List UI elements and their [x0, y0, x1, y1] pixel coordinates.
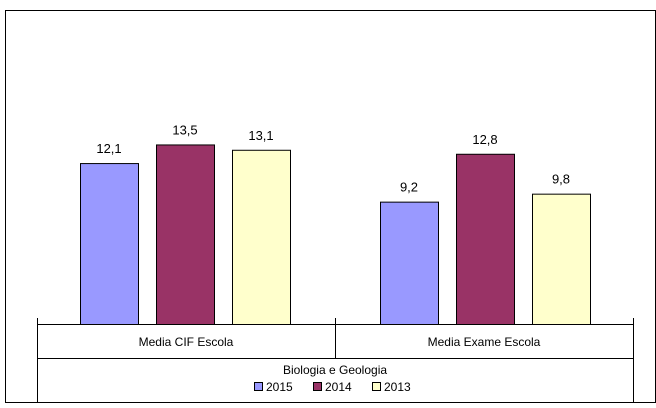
value-label-exame-2015: 9,2: [400, 180, 418, 195]
value-labels-layer: 12,1 9,2 13,5 12,8 13,1 9,8: [96, 122, 570, 194]
value-label-cif-2015: 12,1: [96, 141, 121, 156]
legend-swatch-2014: [313, 382, 322, 391]
legend-swatch-2013: [372, 382, 381, 391]
bar-exame-2014: [456, 153, 515, 325]
legend-swatch-2015: [254, 382, 263, 391]
value-label-cif-2013: 13,1: [248, 128, 273, 143]
legend-label-2013: 2013: [384, 380, 411, 394]
legend-label-2014: 2014: [325, 380, 352, 394]
value-label-exame-2013: 9,8: [552, 172, 570, 187]
category-label-media-exame: Media Exame Escola: [428, 335, 541, 349]
bar-exame-2013: [532, 193, 591, 325]
value-label-cif-2014: 13,5: [172, 122, 197, 137]
legend-label-2015: 2015: [266, 380, 293, 394]
bars-layer: [80, 144, 591, 325]
group-label: Biologia e Geologia: [283, 363, 387, 377]
legend: 2015 2014 2013: [254, 380, 411, 394]
value-label-exame-2014: 12,8: [472, 132, 497, 147]
bar-cif-2014: [156, 144, 215, 325]
bar-exame-2015: [380, 201, 439, 325]
bar-cif-2015: [80, 163, 139, 325]
bar-cif-2013: [232, 149, 291, 325]
category-label-media-cif: Media CIF Escola: [139, 335, 234, 349]
category-axis: Media CIF Escola Media Exame Escola Biol…: [37, 318, 634, 403]
